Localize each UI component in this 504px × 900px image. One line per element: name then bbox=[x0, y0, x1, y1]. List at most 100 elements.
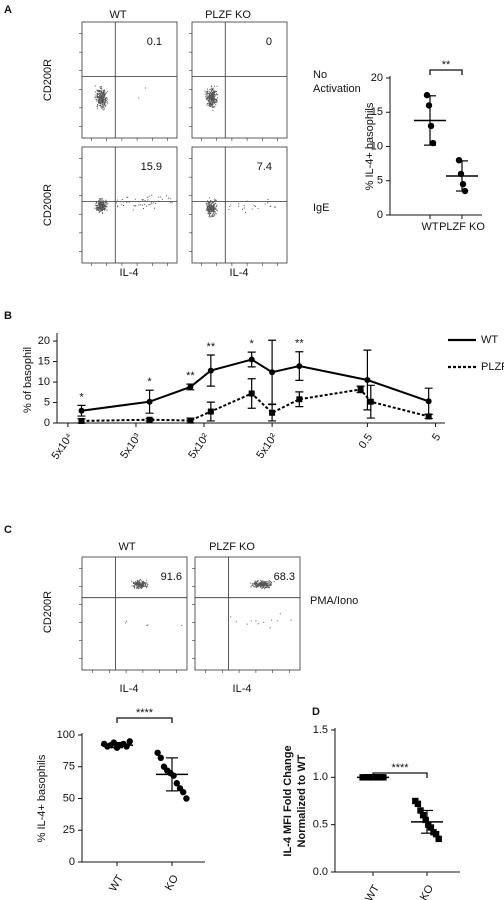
data-point bbox=[414, 800, 422, 808]
y-axis-label: % IL-4+ basophils bbox=[364, 102, 376, 190]
x-axis-label: IL-4 bbox=[233, 683, 252, 695]
x-tick-label: 5x10³ bbox=[118, 431, 144, 461]
data-point bbox=[296, 363, 303, 370]
x-tick-label: 0.5 bbox=[357, 432, 376, 451]
x-axis-label: IL-4 bbox=[120, 683, 139, 695]
data-point bbox=[419, 812, 427, 819]
y-tick-label: 100 bbox=[57, 729, 75, 741]
x-tick-label: 5x10⁴ bbox=[49, 431, 75, 462]
y-tick-label: 5 bbox=[44, 396, 50, 408]
significance-label: ** bbox=[295, 338, 304, 350]
y-axis-label: % IL-4+ basophils bbox=[36, 754, 48, 842]
data-point bbox=[207, 408, 214, 415]
y-tick-label: 0.0 bbox=[313, 866, 328, 878]
flow-plot-frame bbox=[81, 556, 188, 671]
data-point bbox=[435, 835, 442, 843]
x-tick-label: 5 bbox=[430, 432, 443, 444]
x-tick-label: 5x10² bbox=[186, 431, 212, 461]
data-point bbox=[78, 417, 85, 424]
quadrant-percent: 91.6 bbox=[161, 571, 182, 583]
significance-label: ** bbox=[442, 59, 451, 71]
x-tick-label: WT bbox=[421, 221, 438, 233]
legend-label: WT bbox=[481, 334, 498, 346]
panel-letter: A bbox=[4, 4, 12, 16]
data-point bbox=[367, 398, 374, 405]
significance-bracket bbox=[429, 69, 463, 75]
quadrant-percent: 0 bbox=[266, 36, 272, 48]
data-point bbox=[427, 122, 435, 130]
data-point bbox=[78, 407, 85, 414]
x-tick-label: 5x10² bbox=[254, 431, 280, 461]
y-tick-label: 5 bbox=[377, 175, 383, 187]
flow-plot-frame bbox=[191, 21, 288, 139]
y-tick-label: 10 bbox=[371, 140, 383, 152]
significance-label: **** bbox=[136, 707, 154, 719]
significance-label: * bbox=[79, 391, 84, 403]
data-point bbox=[427, 824, 435, 831]
data-point bbox=[248, 356, 255, 363]
panel-letter: C bbox=[4, 524, 12, 536]
significance-bracket bbox=[116, 717, 173, 723]
y-tick-label: 15 bbox=[371, 106, 383, 118]
data-point bbox=[187, 417, 194, 424]
data-point bbox=[425, 413, 432, 420]
y-tick-label: 25 bbox=[63, 824, 75, 836]
flow-plot-frame bbox=[81, 21, 178, 139]
significance-label: ** bbox=[186, 370, 195, 382]
data-point bbox=[248, 390, 255, 397]
x-axis-label: IL-4 bbox=[230, 267, 249, 279]
y-tick-label: 0 bbox=[377, 209, 383, 221]
data-point bbox=[157, 754, 164, 762]
data-point bbox=[455, 157, 463, 164]
x-tick-label: WT bbox=[107, 873, 126, 894]
data-point bbox=[417, 807, 424, 814]
panel-letter: D bbox=[312, 706, 320, 718]
x-tick-label: KO bbox=[163, 873, 182, 893]
data-point bbox=[459, 180, 467, 188]
data-point bbox=[170, 772, 177, 779]
flow-events bbox=[230, 579, 292, 629]
significance-label: ** bbox=[207, 341, 216, 353]
data-point bbox=[126, 738, 133, 745]
flow-plot-frame bbox=[191, 146, 288, 264]
x-tick-label: WT bbox=[363, 883, 382, 900]
flow-events bbox=[124, 579, 183, 626]
flow-plot-frame bbox=[81, 146, 178, 264]
column-label: PLZF KO bbox=[209, 541, 255, 553]
y-axis-label: CD200R bbox=[42, 184, 54, 226]
flow-events bbox=[94, 85, 147, 111]
quadrant-percent: 0.1 bbox=[147, 36, 162, 48]
legend-label: PLZF KO bbox=[481, 361, 504, 373]
data-point bbox=[432, 830, 440, 838]
y-tick-label: 20 bbox=[38, 335, 50, 347]
data-point bbox=[173, 780, 180, 787]
data-point bbox=[422, 816, 429, 824]
flow-events bbox=[204, 85, 218, 112]
y-axis-label: IL-4 MFI Fold Change bbox=[282, 745, 294, 856]
condition-label: PMA/Iono bbox=[310, 595, 359, 607]
data-point bbox=[180, 788, 187, 796]
x-tick-label: KO bbox=[418, 883, 437, 900]
quadrant-percent: 7.4 bbox=[257, 161, 272, 173]
flow-plot-frame bbox=[194, 556, 301, 671]
data-point bbox=[183, 795, 190, 802]
y-tick-label: 0 bbox=[69, 856, 75, 868]
y-tick-label: 0.5 bbox=[313, 819, 328, 831]
significance-label: **** bbox=[391, 762, 409, 774]
panel-letter: B bbox=[4, 310, 12, 322]
quadrant-percent: 15.9 bbox=[141, 161, 162, 173]
data-point bbox=[269, 369, 276, 376]
column-label: WT bbox=[118, 541, 135, 553]
data-point bbox=[146, 416, 153, 423]
y-tick-label: 15 bbox=[38, 355, 50, 367]
data-point bbox=[187, 383, 194, 390]
condition-label: IgE bbox=[313, 202, 330, 214]
y-tick-label: 20 bbox=[371, 72, 383, 84]
y-tick-label: 10 bbox=[38, 376, 50, 388]
y-axis-label: Normalized to WT bbox=[296, 754, 308, 847]
column-label: WT bbox=[109, 9, 126, 21]
significance-label: * bbox=[250, 338, 255, 350]
y-tick-label: 50 bbox=[63, 792, 75, 804]
data-point bbox=[425, 102, 433, 109]
